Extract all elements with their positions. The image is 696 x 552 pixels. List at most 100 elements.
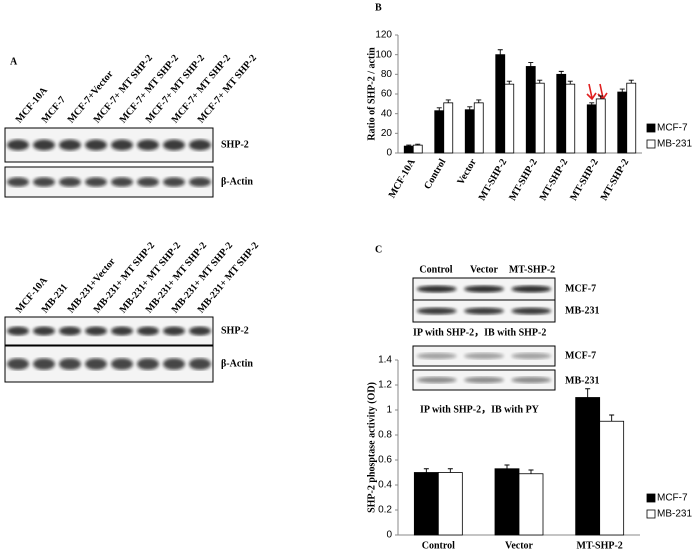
blot-band <box>7 358 29 370</box>
blot-band <box>33 177 55 187</box>
bar <box>525 66 536 154</box>
bar <box>437 472 463 536</box>
blot-band <box>59 358 81 370</box>
y-tick-label: 20 <box>381 128 393 139</box>
blot-band <box>511 307 552 315</box>
y-axis-label: SHP-2 phosptase activity (OD) <box>366 382 377 513</box>
bar <box>403 145 414 154</box>
y-tick-label: 80 <box>381 69 393 80</box>
legend-swatch <box>646 139 656 149</box>
blot-band <box>511 352 552 360</box>
bar <box>434 110 445 154</box>
y-tick-label: 1.4 <box>378 355 392 366</box>
error-bar <box>445 99 451 103</box>
x-tick-label: MT-SHP-2 <box>577 540 623 551</box>
row-label: MCF-7 <box>565 283 596 294</box>
band-label: SHP-2 <box>221 325 249 336</box>
bar <box>575 397 601 536</box>
blot-band <box>7 177 29 187</box>
error-bar <box>504 464 510 469</box>
band-label: SHP-2 <box>221 139 249 150</box>
bar <box>443 102 454 154</box>
bar <box>412 144 423 154</box>
bar <box>595 98 606 154</box>
blot-band <box>111 358 133 370</box>
bar <box>617 91 628 154</box>
blot-band <box>416 376 457 384</box>
y-tick-label: 0.6 <box>378 455 392 466</box>
blot-band <box>511 285 552 293</box>
error-bar <box>423 468 429 473</box>
blot-band <box>137 139 159 151</box>
bar <box>586 104 597 154</box>
error-bar <box>506 80 512 85</box>
legend-label: MCF-7 <box>657 123 688 134</box>
blot-band <box>464 376 504 384</box>
blot-band <box>111 177 133 187</box>
y-tick-label: 40 <box>381 108 393 119</box>
blot-band <box>416 352 457 360</box>
x-tick-label: MT-SHP-2 <box>477 157 510 203</box>
blot-band <box>59 139 81 151</box>
bar <box>495 54 506 154</box>
error-bar <box>598 95 604 99</box>
y-tick-label: 120 <box>375 30 392 41</box>
lane-label: Vector <box>470 264 499 275</box>
arrow <box>586 83 597 101</box>
panel-label: C <box>375 244 382 255</box>
lane-label: MT-SHP-2 <box>509 264 555 275</box>
x-tick-label: MCF-10A <box>387 156 419 200</box>
y-tick-label: 0 <box>386 530 392 541</box>
blot-band <box>464 352 504 360</box>
y-axis-label: Ratio of SHP-2 / actin <box>366 47 377 141</box>
x-tick-label: Control <box>422 540 455 551</box>
blot-band <box>33 358 55 370</box>
blot-band <box>85 139 107 151</box>
x-tick-label: MT-SHP-2 <box>538 157 571 203</box>
blot-band <box>7 139 29 151</box>
blot-band <box>163 177 185 187</box>
x-tick-label: Control <box>422 157 448 191</box>
blot-band <box>59 177 81 187</box>
bar <box>494 468 520 536</box>
error-bar <box>497 49 503 55</box>
y-tick-label: 0.2 <box>378 505 392 516</box>
legend-swatch <box>646 493 656 503</box>
blot-band <box>189 177 211 187</box>
blot-band <box>464 285 504 293</box>
error-bar <box>567 80 573 85</box>
band-label: β-Actin <box>221 176 253 187</box>
blot-band <box>189 358 211 370</box>
lane-label: Control <box>419 264 452 275</box>
error-bar <box>589 102 595 105</box>
blot-band <box>163 358 185 370</box>
caption: IP with SHP-2，IB with PY <box>420 404 540 415</box>
x-tick-label: MT-SHP-2 <box>599 157 632 203</box>
error-bar <box>528 469 534 474</box>
error-bar <box>406 144 412 147</box>
x-tick-label: Vector <box>505 540 534 551</box>
y-tick-label: 1.2 <box>378 380 392 391</box>
error-bar <box>628 79 634 84</box>
arrows <box>586 83 608 101</box>
error-bar <box>585 388 591 398</box>
bar <box>599 420 625 536</box>
blot-band <box>59 326 81 336</box>
error-bar <box>447 468 453 473</box>
blot-band <box>189 139 211 151</box>
bar <box>626 82 637 154</box>
error-bar <box>558 70 564 75</box>
blot-band <box>511 376 552 384</box>
error-bar <box>619 88 625 93</box>
panel-label: A <box>10 56 18 67</box>
legend-label: MCF-7 <box>657 493 688 504</box>
bar <box>464 109 475 154</box>
error-bar <box>528 62 534 67</box>
blot-band <box>33 139 55 151</box>
legend-swatch <box>646 509 656 519</box>
blot-band <box>163 139 185 151</box>
blot-band <box>416 285 457 293</box>
x-tick-label: MT-SHP-2 <box>568 157 601 203</box>
legend-swatch <box>646 123 656 133</box>
y-tick-label: 1 <box>386 405 392 416</box>
